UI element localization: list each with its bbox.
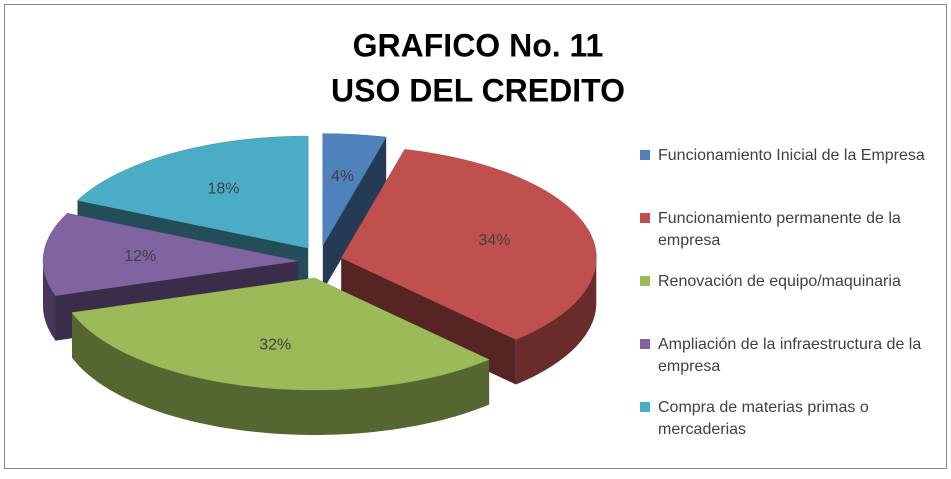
slice bbox=[71, 277, 490, 391]
data-label: 12% bbox=[124, 248, 156, 265]
legend-label: Ampliación de la infraestructura de la e… bbox=[658, 336, 922, 375]
legend-swatch bbox=[640, 150, 650, 160]
legend-label: Funcionamiento permanente de la empresa bbox=[658, 210, 901, 249]
legend-label: Renovación de equipo/maquinaria bbox=[658, 273, 901, 290]
data-label: 32% bbox=[259, 336, 291, 353]
legend-entry: Funcionamiento Inicial de la Empresa bbox=[640, 145, 940, 167]
legend-swatch bbox=[640, 402, 650, 412]
chart-subtitle: USO DEL CREDITO bbox=[331, 72, 625, 108]
slice-outer-side bbox=[515, 257, 597, 385]
slice bbox=[76, 135, 309, 249]
slice bbox=[340, 149, 597, 340]
slice-radial-side bbox=[322, 137, 387, 291]
slice bbox=[42, 213, 299, 296]
data-label: 18% bbox=[207, 181, 239, 198]
legend-swatch bbox=[640, 213, 650, 223]
legend-entry: Ampliación de la infraestructura de la e… bbox=[640, 334, 940, 378]
data-label: 34% bbox=[478, 232, 510, 249]
slice-outer-side bbox=[72, 312, 490, 435]
legend-entry: Compra de materias primas o mercaderias bbox=[640, 397, 940, 441]
slice bbox=[322, 133, 387, 247]
slice-outer-side bbox=[43, 261, 56, 341]
legend-label: Compra de materias primas o mercaderias bbox=[658, 399, 869, 438]
data-label: 4% bbox=[331, 168, 354, 185]
legend-swatch bbox=[640, 339, 650, 349]
legend-entry: Renovación de equipo/maquinaria bbox=[640, 271, 940, 293]
legend-label: Funcionamiento Inicial de la Empresa bbox=[658, 147, 925, 164]
legend-entry: Funcionamiento permanente de la empresa bbox=[640, 208, 940, 252]
chart-title: GRAFICO No. 11 bbox=[353, 27, 604, 63]
legend-swatch bbox=[640, 276, 650, 286]
